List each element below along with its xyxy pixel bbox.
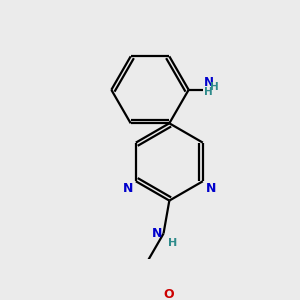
Text: O: O bbox=[163, 288, 174, 300]
Text: N: N bbox=[206, 182, 216, 195]
Text: N: N bbox=[152, 227, 162, 240]
Text: H: H bbox=[210, 82, 219, 92]
Text: H: H bbox=[204, 87, 212, 97]
Text: H: H bbox=[168, 238, 177, 248]
Text: N: N bbox=[123, 182, 133, 195]
Text: N: N bbox=[204, 76, 214, 89]
